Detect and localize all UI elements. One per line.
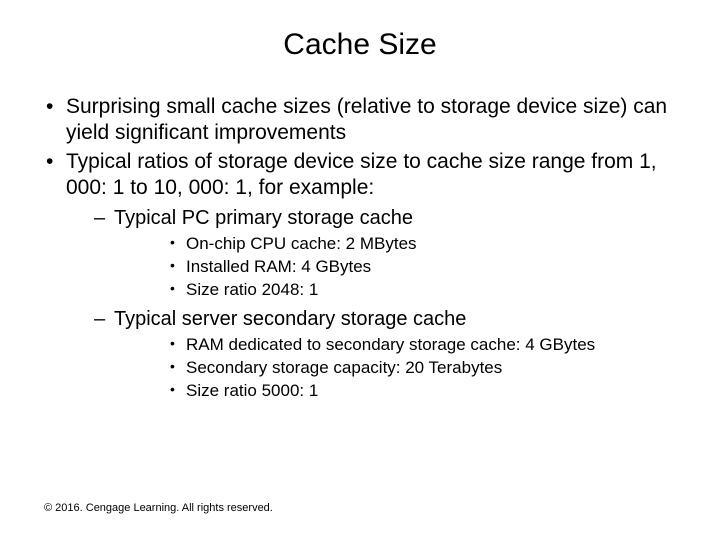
subsub-bullet-item: Size ratio 2048: 1	[114, 279, 680, 302]
subsub-bullet-text: RAM dedicated to secondary storage cache…	[186, 335, 595, 354]
sub-bullet-list: Typical PC primary storage cache On-chip…	[66, 205, 680, 403]
copyright-footer: © 2016. Cengage Learning. All rights res…	[44, 502, 273, 514]
subsub-bullet-list: On-chip CPU cache: 2 MBytes Installed RA…	[114, 233, 680, 302]
bullet-item: Typical ratios of storage device size to…	[40, 149, 680, 403]
subsub-bullet-text: Installed RAM: 4 GBytes	[186, 257, 371, 276]
sub-bullet-item: Typical PC primary storage cache On-chip…	[66, 205, 680, 302]
bullet-item: Surprising small cache sizes (relative t…	[40, 94, 680, 147]
subsub-bullet-item: Installed RAM: 4 GBytes	[114, 256, 680, 279]
slide-title: Cache Size	[40, 28, 680, 62]
bullet-list: Surprising small cache sizes (relative t…	[40, 94, 680, 403]
subsub-bullet-item: Secondary storage capacity: 20 Terabytes	[114, 357, 680, 380]
bullet-text: Typical ratios of storage device size to…	[66, 150, 657, 199]
subsub-bullet-item: Size ratio 5000: 1	[114, 380, 680, 403]
subsub-bullet-text: Size ratio 2048: 1	[186, 280, 318, 299]
sub-bullet-text: Typical server secondary storage cache	[114, 308, 466, 330]
subsub-bullet-text: Size ratio 5000: 1	[186, 381, 318, 400]
slide: Cache Size Surprising small cache sizes …	[0, 0, 720, 540]
subsub-bullet-text: On-chip CPU cache: 2 MBytes	[186, 234, 417, 253]
subsub-bullet-list: RAM dedicated to secondary storage cache…	[114, 334, 680, 403]
bullet-text: Surprising small cache sizes (relative t…	[66, 95, 667, 144]
sub-bullet-text: Typical PC primary storage cache	[114, 207, 413, 229]
subsub-bullet-text: Secondary storage capacity: 20 Terabytes	[186, 358, 502, 377]
subsub-bullet-item: On-chip CPU cache: 2 MBytes	[114, 233, 680, 256]
sub-bullet-item: Typical server secondary storage cache R…	[66, 306, 680, 403]
subsub-bullet-item: RAM dedicated to secondary storage cache…	[114, 334, 680, 357]
